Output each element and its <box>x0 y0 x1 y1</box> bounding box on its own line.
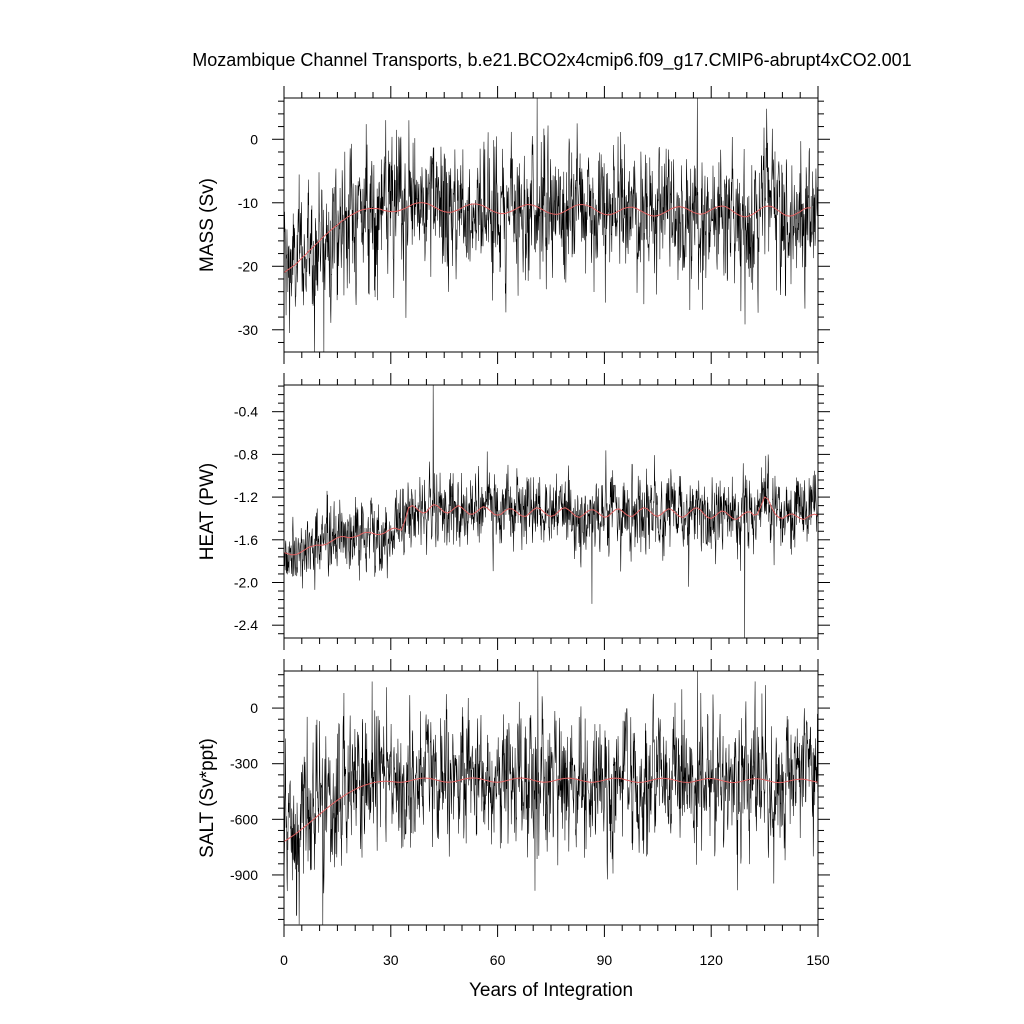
y-tick-label-mass: -20 <box>238 258 258 274</box>
x-tick-label: 150 <box>806 952 830 968</box>
panel-salt: 0 -300 -600 -900 SALT (Sv*ppt) <box>197 659 830 937</box>
y-tick-label-heat: -0.8 <box>234 446 258 462</box>
y-tick-label-salt: -900 <box>230 867 258 883</box>
y-tick-label-mass: -30 <box>238 322 258 338</box>
panel-mass: 0 -10 -20 -30 MASS (Sv) <box>197 86 830 364</box>
y-tick-label-heat: -1.6 <box>234 532 258 548</box>
series-line-salt-annual-mean <box>284 777 818 842</box>
x-tick-label: 120 <box>700 952 724 968</box>
y-tick-label-salt: 0 <box>250 700 258 716</box>
y-tick-label-heat: -1.2 <box>234 489 258 505</box>
x-tick-label: 90 <box>597 952 613 968</box>
y-tick-label-heat: -2.0 <box>234 574 258 590</box>
y-tick-label-mass: 0 <box>250 131 258 147</box>
x-axis-label: Years of Integration <box>469 980 633 1001</box>
x-tick-label: 30 <box>383 952 399 968</box>
y-axis-label-heat: HEAT (PW) <box>197 463 218 560</box>
y-axis-label-mass: MASS (Sv) <box>197 178 218 272</box>
y-tick-label-mass: -10 <box>238 195 258 211</box>
y-axis-label-salt: SALT (Sv*ppt) <box>197 738 218 858</box>
y-tick-label-salt: -300 <box>230 756 258 772</box>
series-line-heat-annual-mean <box>284 496 818 556</box>
panel-heat: -0.4 -0.8 -1.2 -1.6 -2.0 -2.4 HEAT (PW) <box>197 373 830 650</box>
y-tick-label-heat: -0.4 <box>234 404 258 420</box>
series-line-salt-monthly <box>284 671 818 925</box>
x-tick-label: 60 <box>490 952 506 968</box>
y-tick-label-heat: -2.4 <box>234 617 258 633</box>
chart-title: Mozambique Channel Transports, b.e21.BCO… <box>192 50 911 71</box>
x-tick-label: 0 <box>280 952 288 968</box>
y-tick-label-salt: -600 <box>230 811 258 827</box>
series-line-mass-monthly <box>284 98 818 352</box>
series-line-heat-monthly <box>284 385 818 638</box>
series-line-mass-annual-mean <box>284 202 811 274</box>
